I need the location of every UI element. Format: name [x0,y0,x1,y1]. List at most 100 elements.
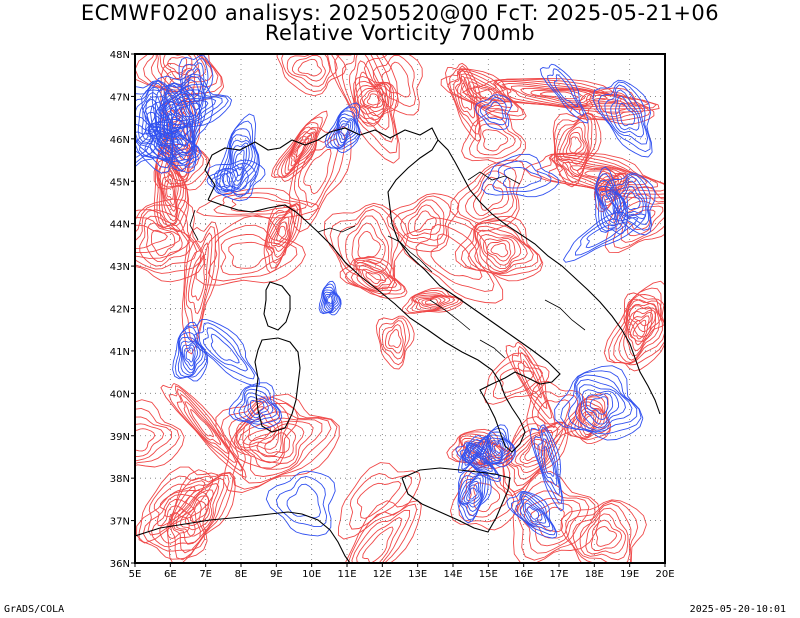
negative-vorticity-contour [597,81,651,153]
negative-vorticity-contour [519,495,550,528]
negative-vorticity-contour [184,318,260,387]
positive-vorticity-contour [356,516,403,563]
negative-vorticity-core [330,110,360,149]
negative-vorticity-contour [135,115,168,168]
positive-vorticity-contour [135,198,205,283]
positive-vorticity-contour [181,221,220,355]
negative-vorticity-contour [470,450,489,469]
positive-vorticity-contour [565,500,639,563]
positive-vorticity-band [570,398,610,440]
positive-vorticity-band [461,77,660,113]
negative-vorticity-contour [533,427,563,504]
positive-vorticity-contour [406,289,462,314]
positive-vorticity-contour [449,65,481,135]
positive-vorticity-contour [413,294,456,311]
positive-vorticity-contour [276,225,287,242]
negative-vorticity-core [322,286,341,313]
negative-vorticity-contour [155,89,193,155]
positive-vorticity-contour [135,209,191,259]
negative-vorticity-contour [265,470,336,537]
negative-vorticity-contour [562,211,646,263]
negative-vorticity-core [178,336,204,376]
positive-vorticity-contour [531,391,579,444]
negative-vorticity-contour [203,327,249,372]
latitude-label: 44N [110,220,130,231]
positive-vorticity-contour [430,233,483,280]
negative-vorticity-core [327,295,333,305]
positive-vorticity-contour [337,208,393,282]
positive-vorticity-contour [467,81,499,104]
positive-vorticity-band [579,407,602,436]
negative-vorticity-contour [210,333,240,364]
positive-vorticity-contour [569,136,582,154]
positive-vorticity-band [629,315,650,346]
negative-vorticity-core [339,121,352,140]
positive-vorticity-contour [414,210,437,233]
positive-vorticity-contour [213,192,307,215]
positive-vorticity-contour [215,396,299,469]
negative-vorticity-contour [238,388,278,423]
positive-vorticity-contour [351,509,411,563]
positive-vorticity-contour [135,407,180,465]
negative-vorticity-contour [466,484,480,502]
negative-vorticity-contour [618,102,636,127]
negative-vorticity-contour [592,79,653,158]
longitude-label: 17E [549,569,568,580]
negative-vorticity-contour [524,502,543,523]
positive-vorticity-band [159,167,179,217]
negative-vorticity-contour [506,490,558,539]
negative-vorticity-core [554,365,644,441]
negative-vorticity-contour [155,89,229,134]
positive-vorticity-contour [358,71,380,109]
vorticity-contours [135,54,665,563]
positive-vorticity-contour [537,399,571,434]
positive-vorticity-band [584,170,615,181]
negative-vorticity-contour [522,498,547,525]
positive-vorticity-band [510,85,608,106]
negative-vorticity-core [234,149,245,171]
positive-vorticity-band [164,173,176,206]
positive-vorticity-contour [176,388,237,463]
latitude-label: 46N [110,135,130,146]
positive-vorticity-band [496,81,637,108]
negative-vorticity-contour [485,101,504,121]
longitude-label: 6E [164,569,177,580]
positive-vorticity-band [474,225,534,274]
corsica-coastline [263,281,291,331]
negative-vorticity-contour [502,167,542,189]
negative-vorticity-contour [459,474,484,513]
positive-vorticity-contour [232,403,338,490]
positive-vorticity-band [486,240,512,262]
positive-vorticity-band [153,136,190,233]
negative-vorticity-core [589,396,609,415]
latitude-label: 45N [110,177,130,188]
positive-vorticity-contour [357,230,381,259]
positive-vorticity-band [490,242,509,258]
negative-vorticity-contour [553,74,579,107]
positive-vorticity-contour [292,54,326,82]
positive-vorticity-band [290,134,313,167]
longitude-label: 11E [337,569,356,580]
positive-vorticity-band [627,311,653,352]
generation-timestamp: 2025-05-20-10:01 [689,604,786,615]
positive-vorticity-band [467,222,539,275]
negative-vorticity-contour [540,438,558,486]
positive-vorticity-band [292,138,310,163]
negative-vorticity-core [320,283,341,314]
positive-vorticity-contour [388,329,402,349]
positive-vorticity-contour [151,498,201,548]
positive-vorticity-contour [365,272,382,285]
negative-vorticity-contour [159,94,191,147]
negative-vorticity-contour [150,84,195,162]
positive-vorticity-band [476,229,528,273]
positive-vorticity-contour [228,401,283,457]
positive-vorticity-contour [136,490,210,560]
negative-vorticity-contour [465,440,484,462]
internal-borders [189,171,586,359]
longitude-label: 15E [479,569,498,580]
positive-vorticity-contour [337,462,421,540]
positive-vorticity-contour [526,381,587,452]
negative-vorticity-contour [233,385,281,425]
negative-vorticity-contour [461,477,483,508]
